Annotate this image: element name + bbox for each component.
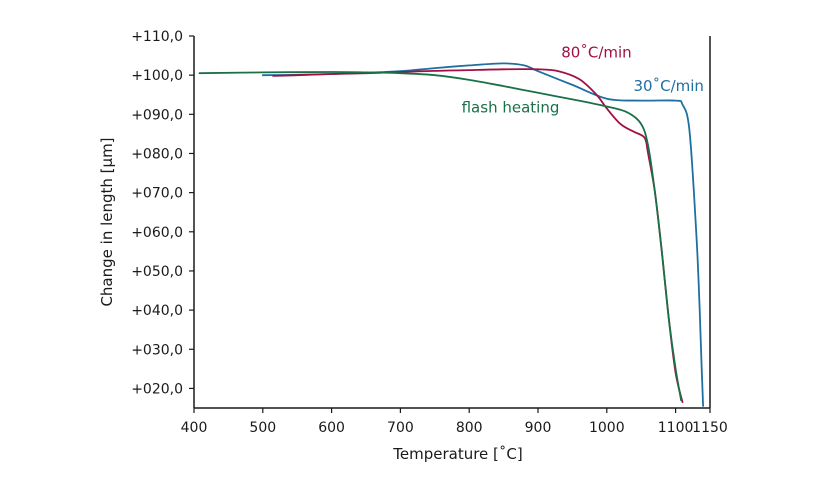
x-tick-label: 1000 [589, 420, 625, 436]
y-tick-label: +080,0 [131, 146, 183, 162]
x-tick-label: 500 [249, 420, 276, 436]
x-tick-label: 900 [525, 420, 552, 436]
y-tick-label: +110,0 [131, 29, 183, 45]
series-label: 80˚C/min [561, 44, 631, 62]
y-tick-label: +070,0 [131, 186, 183, 202]
y-tick-label: +020,0 [131, 381, 183, 397]
plot-frame [193, 36, 711, 409]
x-tick-label: 1100 [658, 420, 694, 436]
y-axis-title: Change in length [µm] [98, 137, 116, 306]
x-tick-label: 1150 [692, 420, 728, 436]
x-tick-label: 600 [318, 420, 345, 436]
series-label: flash heating [462, 98, 560, 116]
series-lines [198, 62, 704, 407]
y-tick-label: +100,0 [131, 68, 183, 84]
x-tick-label: 800 [456, 420, 483, 436]
y-ticks: +020,0 +030,0 +040,0 +050,0 +060,0 +070,0 +080… [131, 29, 194, 397]
x-axis-title: Temperature [˚C] [392, 445, 522, 463]
y-tick-label: +040,0 [131, 303, 183, 319]
x-tick-label: 700 [387, 420, 414, 436]
series-line-2 [198, 71, 682, 402]
y-tick-label: +060,0 [131, 225, 183, 241]
series-label: 30˚C/min [634, 77, 704, 95]
y-tick-label: +030,0 [131, 342, 183, 358]
y-tick-label: +090,0 [131, 107, 183, 123]
series-line-1 [272, 68, 684, 403]
y-tick-label: +050,0 [131, 264, 183, 280]
x-tick-label: 400 [181, 420, 208, 436]
